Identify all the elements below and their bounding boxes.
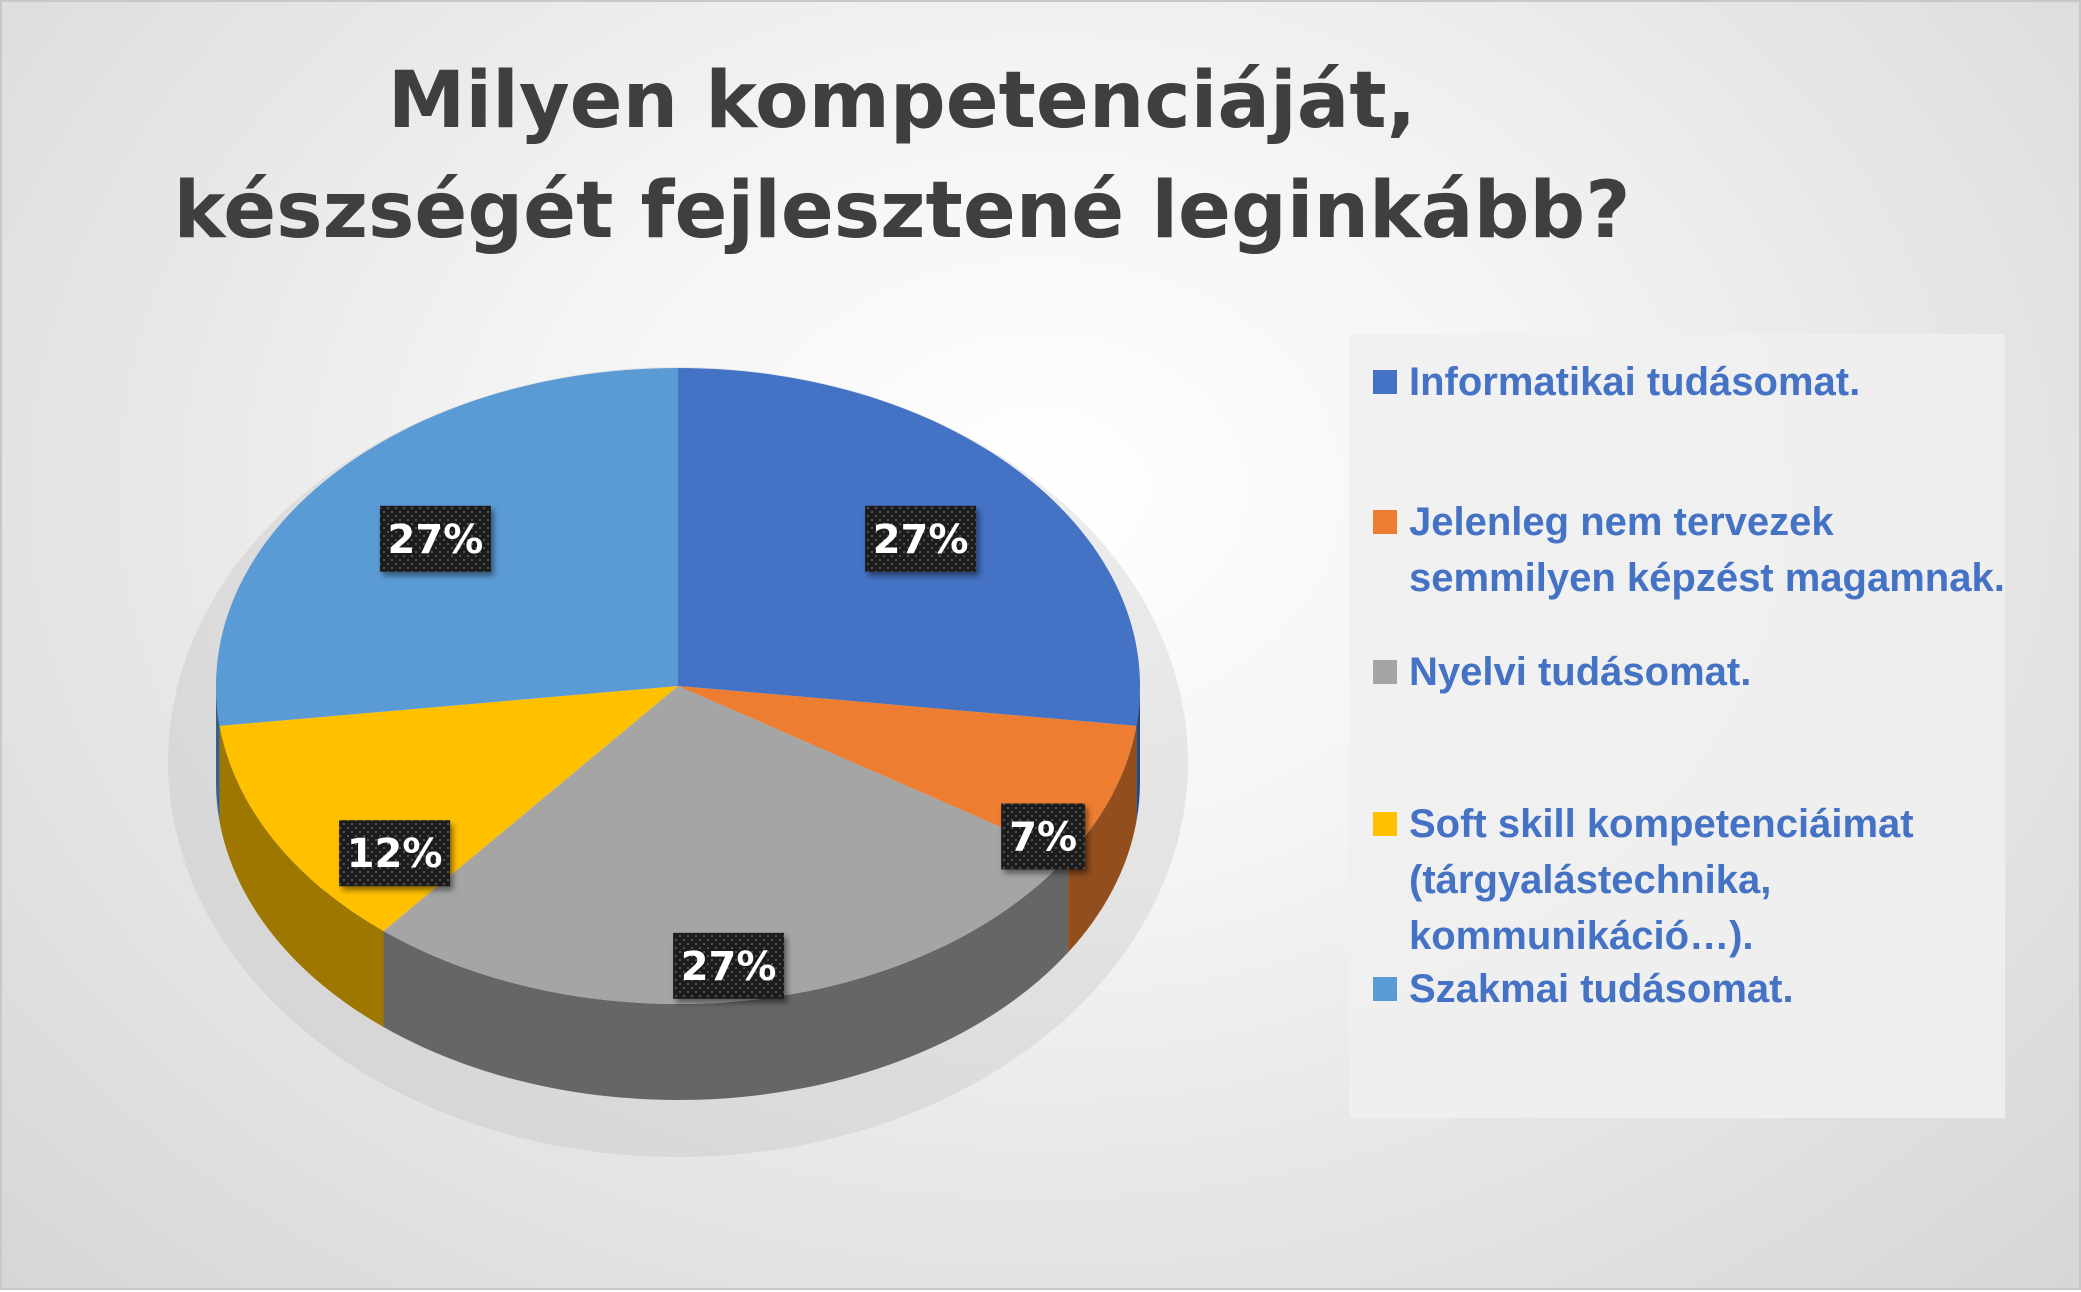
pie-chart: 27% 7% 27% 12% 27% (168, 367, 1188, 1157)
data-label-box (865, 505, 977, 572)
data-label-informatikai-tudasomat: 27% (865, 505, 977, 572)
legend-label: Szakmai tudásomat. (1409, 967, 1794, 1011)
data-label-text: 27% (873, 517, 969, 563)
data-label-text: 12% (347, 831, 443, 877)
data-label-box (339, 820, 451, 887)
legend-label: Soft skill kompetenciáimat (tárgyalástec… (1409, 802, 1914, 958)
pie-side-szakmai-tudasomat (216, 686, 220, 822)
data-label-box (673, 932, 785, 999)
data-label-szakmai-tudasomat: 27% (379, 505, 491, 572)
pie-slice-nyelvi-tudasomat (383, 686, 1069, 1004)
legend-label: Nyelvi tudásomat. (1409, 650, 1752, 694)
data-label-box (379, 505, 491, 572)
legend-swatch (1373, 977, 1397, 1001)
legend-swatch (1373, 370, 1397, 394)
legend-swatch (1373, 510, 1397, 534)
data-label-text: 27% (388, 517, 484, 563)
data-label-text: 7% (1009, 814, 1077, 860)
data-label-nyelvi-tudasomat: 27% (673, 932, 785, 999)
legend-label: Informatikai tudásomat. (1409, 360, 1861, 404)
data-label-box (1001, 803, 1086, 870)
legend-label: Jelenleg nem tervezek semmilyen képzést … (1409, 500, 2005, 600)
legend: Informatikai tudásomat. Jelenleg nem terv… (1349, 334, 2005, 1118)
data-label-text: 27% (681, 944, 777, 990)
pie-side-nyelvi-tudasomat (383, 856, 1069, 1100)
data-label-soft-skill-kompetenciaimat-targyalastechnika-kommunikacio: 12% (339, 820, 451, 887)
legend-swatch (1373, 660, 1397, 684)
pie-side-informatikai-tudasomat (1136, 686, 1140, 822)
pie-slice-soft-skill-kompetenciaimat-targyalastechnika-kommunikacio (219, 686, 678, 932)
data-label-jelenleg-nem-tervezek-semmilyen-kepzest-magamnak: 7% (1001, 803, 1086, 870)
pie-side-jelenleg-nem-tervezek-semmilyen-kepzest-magamnak (1068, 725, 1137, 953)
pie-side-soft-skill-kompetenciaimat-targyalastechnika-kommunikacio (219, 725, 384, 1028)
legend-swatch (1373, 812, 1397, 836)
chart-title: Milyen kompetenciáját, készségét fejlesz… (173, 56, 1631, 256)
